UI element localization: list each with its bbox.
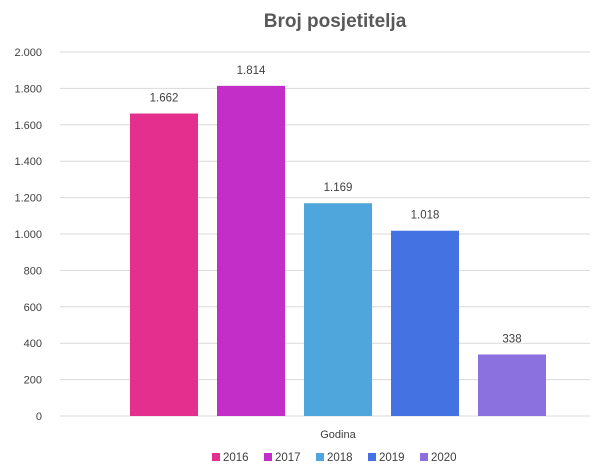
y-tick-label: 1.000 (14, 229, 42, 241)
bar-2017 (217, 85, 285, 417)
data-label-2017: 1.814 (237, 65, 266, 77)
y-tick-label: 0 (36, 411, 42, 423)
y-tick-label: 1.400 (14, 156, 42, 168)
y-tick-label: 2.000 (14, 47, 42, 59)
data-label-2018: 1.169 (324, 182, 353, 194)
legend-swatch-2019 (368, 453, 376, 461)
bar-2018 (304, 203, 372, 416)
bar-2019 (391, 230, 459, 416)
y-axis-ticks: 0 200 400 600 800 1.000 1.200 1.400 1.600 1.800 2.… (14, 47, 42, 423)
data-label-2019: 1.018 (411, 210, 440, 222)
legend-label-2020: 2020 (431, 452, 457, 464)
legend: 2016 2017 2018 2019 2020 (212, 452, 457, 464)
legend-swatch-2018 (316, 453, 324, 461)
legend-swatch-2020 (420, 453, 428, 461)
legend-label-2016: 2016 (223, 452, 249, 464)
legend-swatch-2016 (212, 453, 220, 461)
y-tick-label: 600 (24, 302, 42, 314)
y-tick-label: 1.200 (14, 193, 42, 205)
data-label-2016: 1.662 (150, 93, 179, 105)
legend-label-2019: 2019 (379, 452, 405, 464)
data-label-2020: 338 (502, 333, 521, 345)
y-tick-label: 400 (24, 338, 42, 350)
y-tick-label: 1.800 (14, 83, 42, 95)
chart-title: Broj posjetitelja (264, 11, 407, 32)
bars (130, 85, 546, 417)
data-labels: 1.662 1.814 1.169 1.018 338 (150, 65, 522, 346)
legend-label-2017: 2017 (275, 452, 301, 464)
y-tick-label: 200 (24, 375, 42, 387)
x-axis-category-label: Godina (320, 429, 356, 441)
legend-label-2018: 2018 (327, 452, 353, 464)
legend-swatch-2017 (264, 453, 272, 461)
bar-2020 (478, 354, 546, 416)
bar-2016 (130, 113, 198, 417)
y-tick-label: 1.600 (14, 120, 42, 132)
y-tick-label: 800 (24, 265, 42, 277)
